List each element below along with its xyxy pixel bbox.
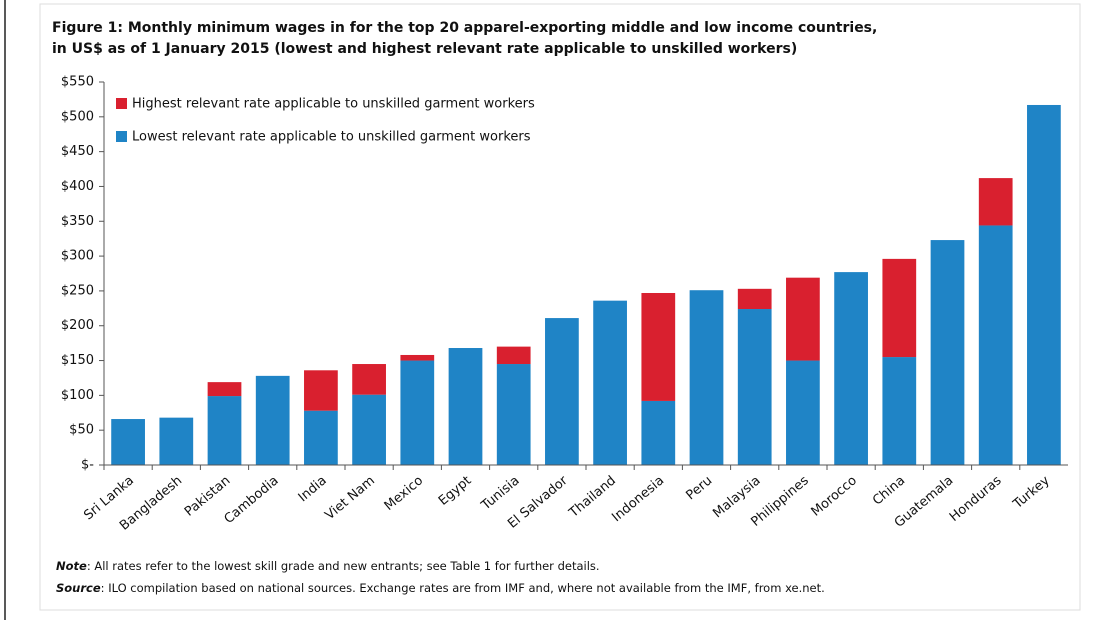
bar-segment [159, 417, 194, 465]
bar-segment [352, 364, 386, 395]
bar-segment [255, 375, 290, 465]
note-label: Note [56, 559, 87, 573]
y-tick-label: $500 [61, 109, 94, 124]
note-text: : All rates refer to the lowest skill gr… [87, 559, 600, 573]
legend-swatch [116, 98, 127, 109]
bar-segment [207, 382, 242, 397]
bar-segment [882, 258, 917, 358]
x-tick-label: Egypt [436, 473, 474, 509]
bar-segment [207, 396, 242, 465]
source: Source: ILO compilation based on nationa… [56, 581, 825, 595]
bar-segment [834, 272, 868, 465]
y-tick-label: $350 [61, 214, 94, 229]
bar-segment [1027, 104, 1061, 465]
x-tick-label: Peru [683, 473, 715, 503]
chart-title: Figure 1: Monthly minimum wages in for t… [52, 20, 877, 36]
bar-segment [882, 357, 917, 465]
y-tick-label: $100 [61, 388, 94, 403]
y-tick-label: $250 [61, 283, 94, 298]
legend-swatch [116, 131, 127, 142]
bar-segment [593, 300, 627, 465]
source-text: : ILO compilation based on national sour… [101, 581, 825, 595]
y-tick-label: $450 [61, 144, 94, 159]
x-tick-label: Indonesia [609, 473, 667, 525]
bar-segment [737, 288, 772, 310]
x-tick-label: India [296, 473, 330, 505]
x-tick-label: Cambodia [222, 473, 282, 527]
bar-segment [400, 354, 435, 361]
y-tick-label: $300 [61, 249, 94, 264]
bar-segment [304, 410, 338, 465]
note: Note: All rates refer to the lowest skil… [56, 559, 600, 573]
y-tick-label: $400 [61, 179, 94, 194]
bar-segment [641, 292, 676, 401]
x-tick-label: Morocco [809, 473, 860, 520]
x-tick-label: Honduras [947, 473, 1005, 525]
legend-label: Lowest relevant rate applicable to unski… [132, 130, 531, 145]
x-tick-label: Viet Nam [322, 473, 377, 523]
bar-segment [352, 394, 386, 465]
chart-title: in US$ as of 1 January 2015 (lowest and … [52, 41, 797, 57]
bar-segment [786, 360, 820, 465]
bar-segment [304, 370, 338, 411]
bar-segment [737, 309, 772, 465]
bar-segment [930, 240, 965, 465]
x-tick-label: Turkey [1010, 473, 1053, 513]
bar-segment [448, 348, 483, 465]
bar-segment [641, 400, 676, 465]
y-tick-label: $- [81, 458, 94, 473]
x-tick-label: Tunisia [478, 473, 522, 514]
y-tick-label: $200 [61, 318, 94, 333]
y-tick-label: $50 [69, 423, 94, 438]
frame [39, 3, 1081, 611]
bar-segment [496, 364, 531, 465]
bar-segment [689, 290, 724, 465]
bar-segment [400, 360, 435, 465]
y-tick-label: $150 [61, 353, 94, 368]
bar-segment [786, 277, 820, 361]
bar-segment [978, 225, 1013, 465]
bar-segment [978, 178, 1013, 226]
x-tick-label: China [870, 473, 908, 508]
source-label: Source [56, 581, 101, 595]
legend-label: Highest relevant rate applicable to unsk… [132, 97, 535, 112]
y-tick-label: $550 [61, 75, 94, 90]
x-tick-label: Mexico [382, 473, 426, 514]
bar-segment [496, 346, 531, 365]
bar-segment [545, 318, 579, 465]
bar-segment [111, 419, 145, 465]
